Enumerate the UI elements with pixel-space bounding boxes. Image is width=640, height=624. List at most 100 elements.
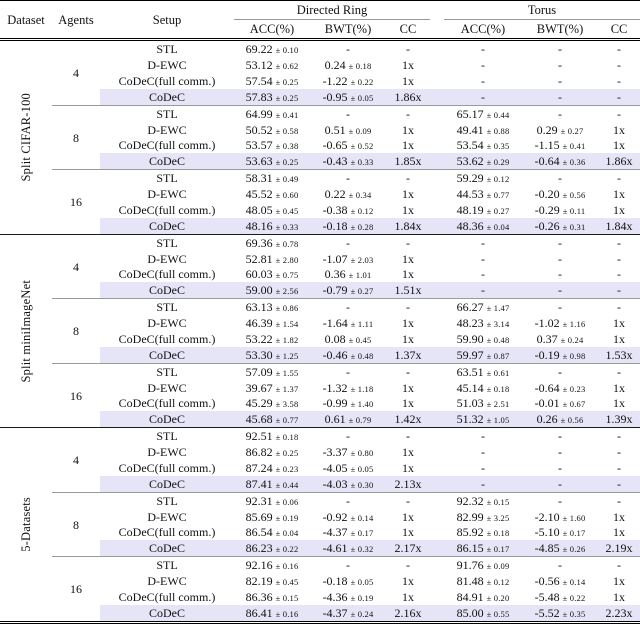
dr-cc-cell: 1x bbox=[402, 380, 414, 395]
column-gap bbox=[430, 331, 444, 347]
torus-acc-cell: - bbox=[481, 58, 486, 73]
dr-acc-cell: 48.16 ± 0.33 bbox=[234, 217, 310, 235]
agents-count: 16 bbox=[52, 169, 100, 235]
dr-cc-cell: - bbox=[386, 362, 431, 380]
dr-bwt-cell: -4.37 ± 0.17 bbox=[322, 525, 374, 540]
dr-acc-cell: 59.00 ± 2.56 bbox=[234, 282, 310, 299]
dr-cc-cell: 1.86x bbox=[386, 88, 431, 106]
torus-acc-cell: - bbox=[444, 475, 523, 493]
setup-cell: CoDeC(full comm.) bbox=[118, 267, 216, 282]
table-row: 8 STL 64.99 ± 0.41- -65.17 ± 0.44- - bbox=[0, 104, 640, 170]
torus-cc-cell: 1x bbox=[613, 138, 626, 153]
torus-cc-cell: 2.19x bbox=[598, 540, 640, 557]
dr-cc-cell: 1.85x bbox=[386, 153, 431, 170]
table-row: 5-Datasets 4 STL 92.51 ± 0.18- - - - - bbox=[0, 427, 640, 623]
torus-bwt-cell: -1.02 ± 1.16 bbox=[534, 316, 586, 331]
dr-acc-cell: 86.54 ± 0.04 bbox=[245, 525, 299, 540]
torus-cc-cell: - bbox=[617, 73, 622, 88]
torus-acc-header: ACC(%) bbox=[444, 19, 523, 42]
dr-acc-cell: 53.12 ± 0.62 bbox=[245, 58, 299, 73]
table-header: Dataset Agents Setup Directed Ring Torus… bbox=[0, 0, 640, 42]
torus-acc-cell: 91.76 ± 0.09 bbox=[444, 556, 523, 574]
torus-acc-cell: - bbox=[444, 233, 523, 251]
dr-acc-header: ACC(%) bbox=[234, 19, 310, 42]
dr-acc-cell: 48.05 ± 0.45 bbox=[245, 202, 299, 217]
column-gap bbox=[430, 104, 445, 122]
column-gap bbox=[430, 217, 445, 235]
column-gap bbox=[430, 57, 444, 73]
column-gap bbox=[430, 525, 444, 541]
torus-bwt-cell: - bbox=[522, 88, 599, 106]
dr-acc-cell: 45.29 ± 3.58 bbox=[245, 396, 299, 411]
column-gap bbox=[430, 298, 445, 316]
column-gap bbox=[430, 380, 444, 396]
agents-count: 8 bbox=[52, 104, 100, 170]
column-gap bbox=[430, 0, 445, 42]
column-gap bbox=[430, 427, 445, 445]
column-gap bbox=[430, 233, 445, 251]
setup-cell: D-EWC bbox=[147, 58, 187, 73]
table-row: D-EWC 46.39 ± 1.54 -1.64 ± 1.11 1x 48.23 ± 3… bbox=[0, 315, 640, 331]
column-gap bbox=[430, 509, 444, 525]
dr-acc-cell: 46.39 ± 1.54 bbox=[245, 316, 299, 331]
setup-cell: CoDeC bbox=[100, 411, 234, 428]
torus-bwt-cell: -0.29 ± 0.11 bbox=[534, 202, 586, 217]
torus-acc-cell: 48.23 ± 3.14 bbox=[456, 316, 510, 331]
torus-bwt-cell: 0.26 ± 0.56 bbox=[522, 411, 599, 428]
directed-ring-group-header: Directed Ring bbox=[234, 0, 431, 21]
torus-acc-cell: 84.91 ± 0.20 bbox=[456, 589, 510, 604]
torus-acc-cell: - bbox=[481, 445, 486, 460]
setup-cell: D-EWC bbox=[147, 316, 187, 331]
dr-bwt-cell: -0.79 ± 0.27 bbox=[310, 282, 386, 299]
torus-bwt-cell: - bbox=[522, 298, 599, 316]
dr-bwt-cell: -1.64 ± 1.11 bbox=[322, 316, 374, 331]
dr-cc-cell: - bbox=[386, 298, 431, 316]
dr-cc-cell: 1x bbox=[402, 73, 414, 88]
column-gap bbox=[430, 411, 445, 428]
dr-acc-cell: 53.57 ± 0.38 bbox=[245, 138, 299, 153]
torus-cc-cell: - bbox=[598, 233, 640, 251]
table-row: D-EWC 85.69 ± 0.19 -0.92 ± 0.14 1x 82.99 ± 3… bbox=[0, 509, 640, 525]
table-row: D-EWC 53.12 ± 0.62 0.24 ± 0.18 1x - - - bbox=[0, 57, 640, 73]
torus-acc-cell: 66.27 ± 1.47 bbox=[444, 298, 523, 316]
dr-bwt-cell: -4.36 ± 0.19 bbox=[322, 589, 374, 604]
table-row: CoDeC(full comm.) 87.24 ± 0.23 -4.05 ± 0.0… bbox=[0, 460, 640, 476]
torus-bwt-cell: - bbox=[558, 460, 563, 475]
dr-cc-cell: 1x bbox=[402, 525, 414, 540]
dr-bwt-cell: -4.05 ± 0.05 bbox=[322, 460, 374, 475]
torus-bwt-cell: -0.64 ± 0.36 bbox=[522, 153, 599, 170]
dr-bwt-cell: - bbox=[310, 491, 386, 509]
setup-cell: D-EWC bbox=[147, 574, 187, 589]
dr-cc-cell: 2.16x bbox=[386, 604, 431, 623]
column-gap bbox=[430, 186, 444, 202]
torus-bwt-cell: -5.48 ± 0.22 bbox=[534, 589, 586, 604]
dr-acc-cell: 82.19 ± 0.45 bbox=[245, 574, 299, 589]
column-gap bbox=[430, 73, 444, 89]
column-gap bbox=[430, 267, 444, 283]
torus-acc-cell: 81.48 ± 0.12 bbox=[456, 574, 510, 589]
torus-cc-cell: 1.84x bbox=[598, 217, 640, 235]
dr-bwt-cell: -0.46 ± 0.48 bbox=[310, 346, 386, 364]
column-gap bbox=[430, 315, 444, 331]
dr-acc-cell: 85.69 ± 0.19 bbox=[245, 509, 299, 524]
torus-acc-cell: - bbox=[444, 427, 523, 445]
dr-acc-cell: 58.31 ± 0.49 bbox=[234, 169, 310, 187]
setup-cell: CoDeC bbox=[100, 88, 234, 106]
agents-count: 8 bbox=[52, 298, 100, 364]
torus-acc-cell: 86.15 ± 0.17 bbox=[444, 540, 523, 557]
dr-cc-cell: 1x bbox=[402, 187, 414, 202]
dr-bwt-cell: -4.03 ± 0.30 bbox=[310, 475, 386, 493]
dr-bwt-cell: 0.08 ± 0.45 bbox=[324, 331, 372, 346]
table-row: CoDeC(full comm.) 86.36 ± 0.15 -4.36 ± 0.1… bbox=[0, 589, 640, 605]
setup-cell: CoDeC(full comm.) bbox=[118, 396, 216, 411]
setup-cell: CoDeC(full comm.) bbox=[118, 589, 216, 604]
setup-cell: CoDeC bbox=[100, 282, 234, 299]
torus-cc-cell: - bbox=[598, 427, 640, 445]
table-row: 16 STL 57.09 ± 1.55- -63.51 ± 0.61- - bbox=[0, 362, 640, 428]
dr-acc-cell: 86.23 ± 0.22 bbox=[234, 540, 310, 557]
torus-bwt-cell: -0.20 ± 0.56 bbox=[534, 187, 586, 202]
setup-cell: CoDeC bbox=[100, 153, 234, 170]
dr-bwt-cell: - bbox=[310, 233, 386, 251]
setup-cell: D-EWC bbox=[147, 251, 187, 266]
torus-bwt-cell: - bbox=[522, 39, 599, 58]
